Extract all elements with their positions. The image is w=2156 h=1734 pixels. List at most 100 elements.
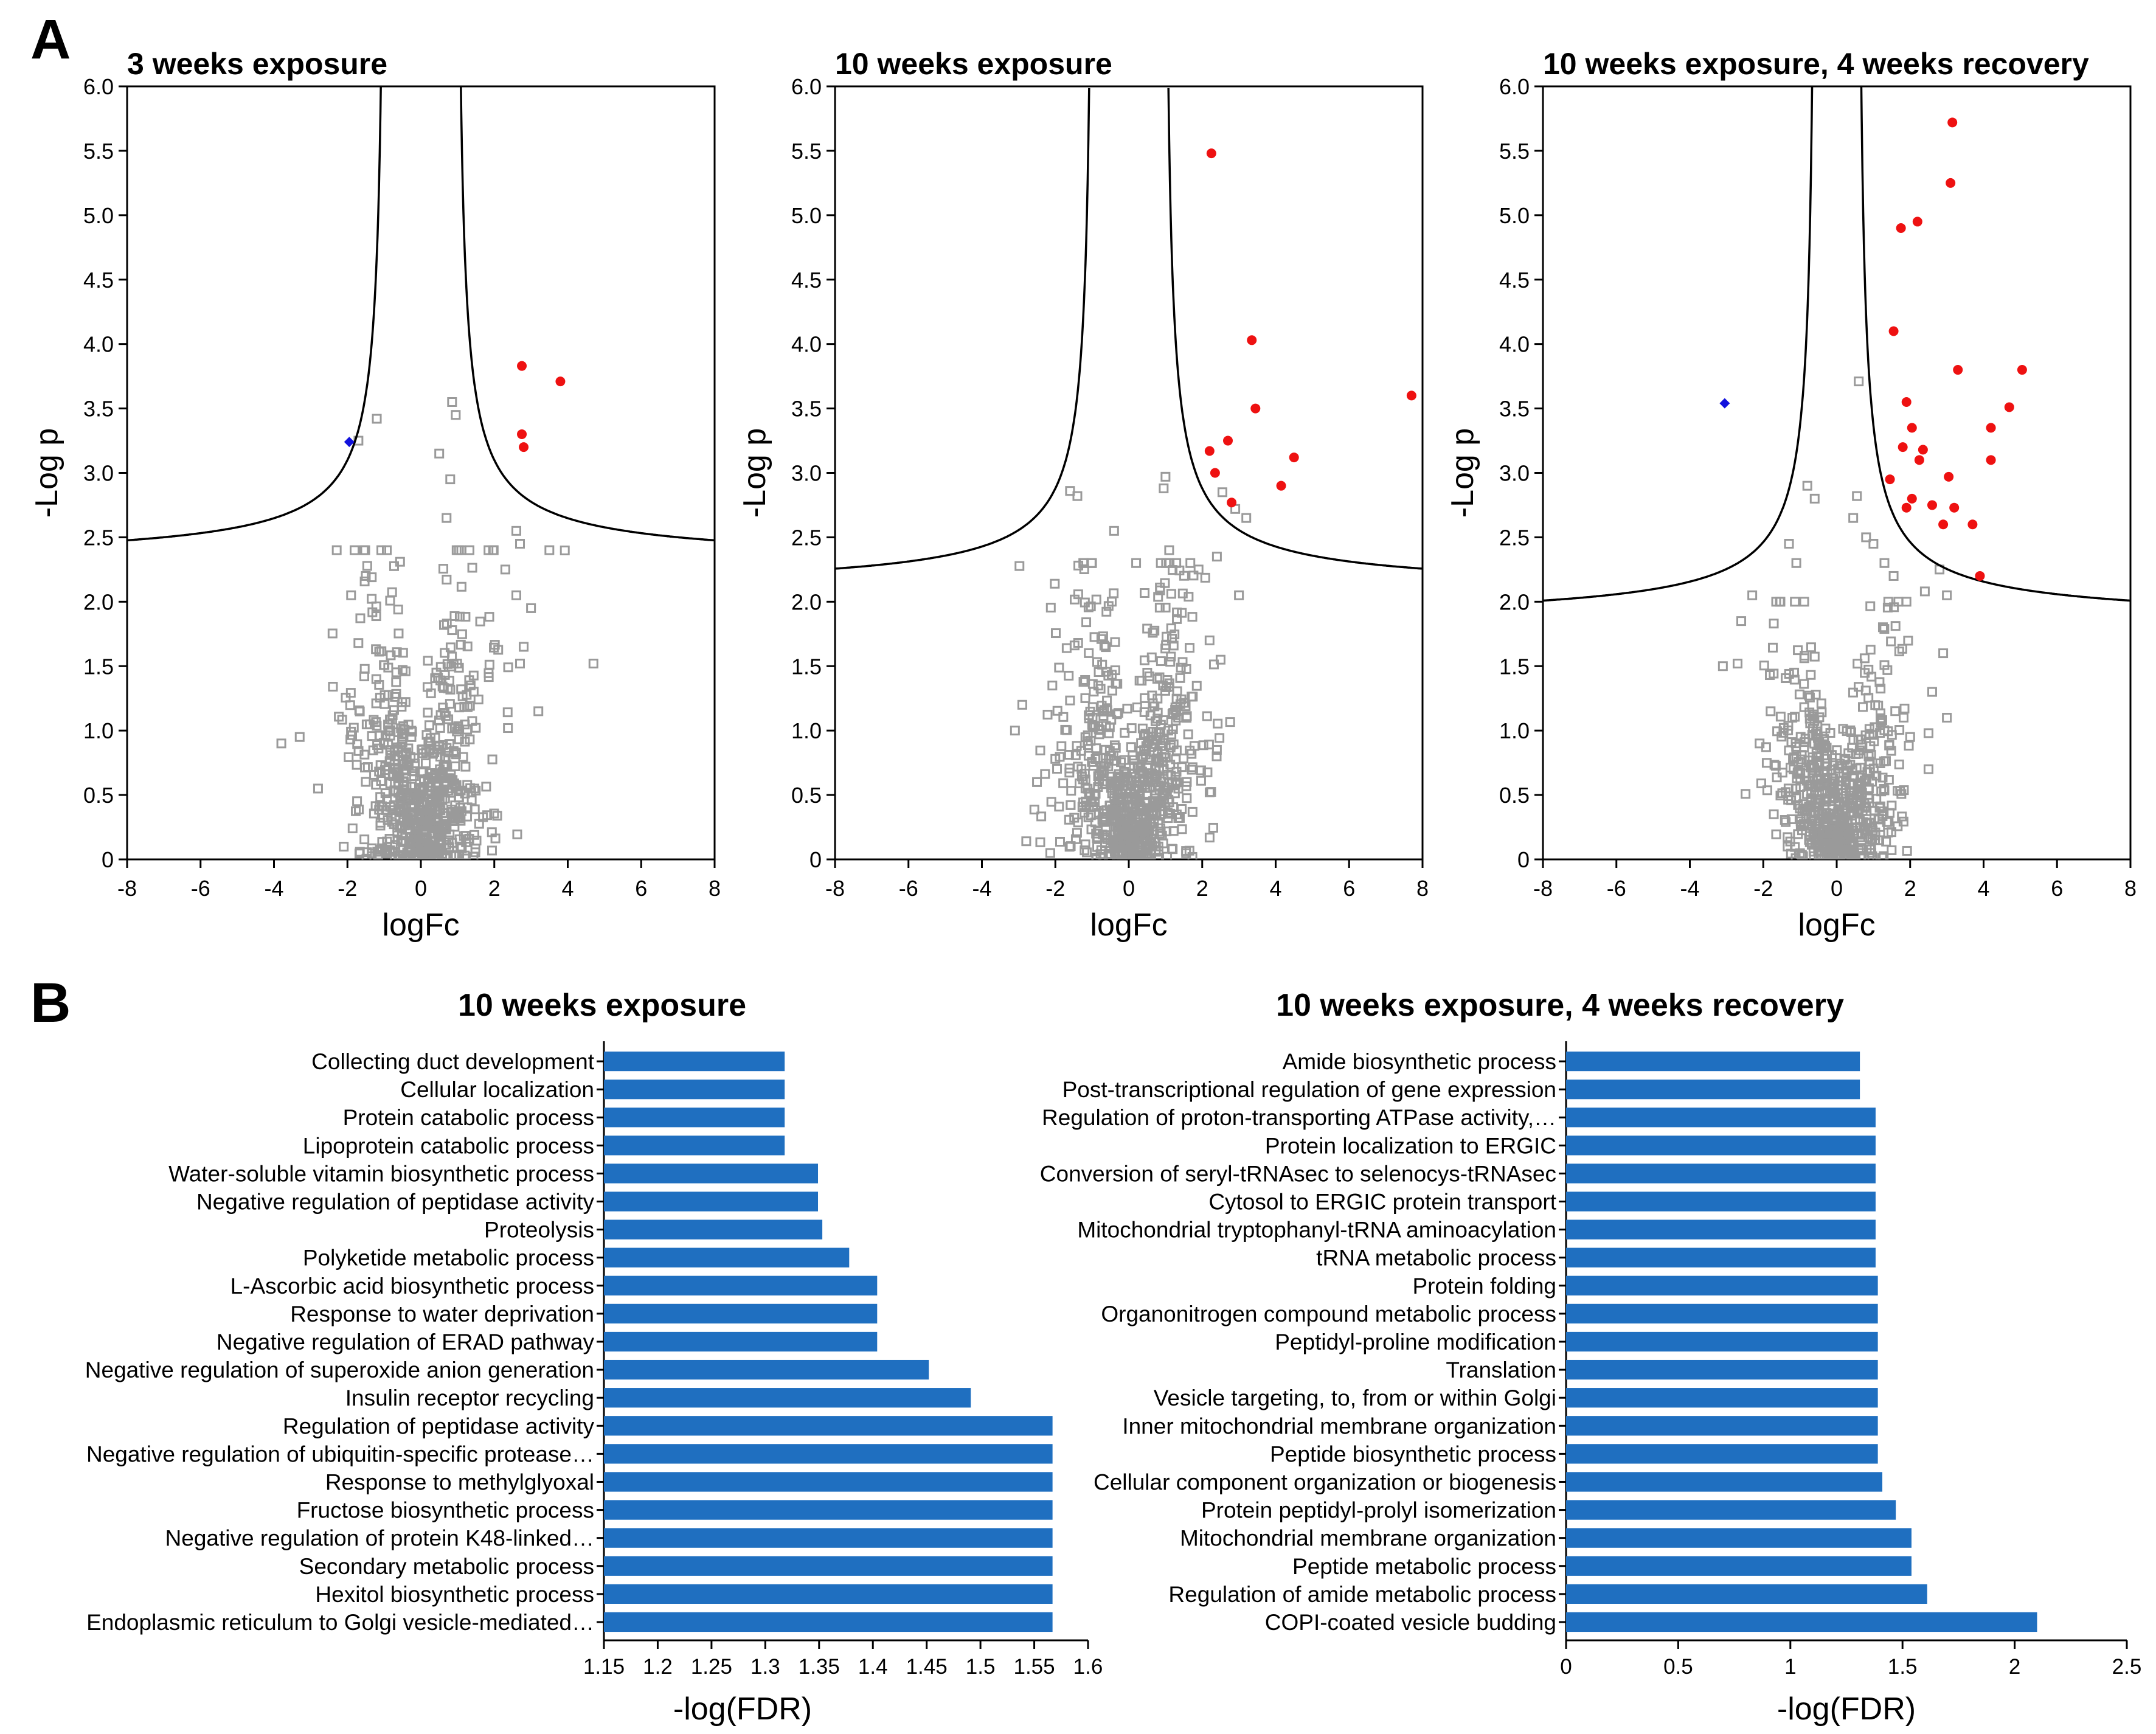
nonsig-point (1816, 698, 1826, 709)
nonsig-point (1893, 821, 1903, 831)
nonsig-point (1104, 728, 1114, 738)
nonsig-point (462, 690, 472, 700)
nonsig-point (400, 697, 411, 707)
nonsig-point (451, 410, 461, 420)
nonsig-point (1864, 853, 1874, 859)
nonsig-point (385, 755, 395, 765)
nonsig-point (1202, 767, 1213, 777)
nonsig-point (1775, 597, 1785, 607)
y-tick-label: 3.0 (83, 461, 114, 486)
nonsig-point (1799, 597, 1809, 607)
nonsig-point (1160, 578, 1170, 588)
bar (604, 1275, 878, 1295)
nonsig-point (1786, 795, 1797, 805)
nonsig-point (1158, 838, 1168, 848)
nonsig-point (1156, 741, 1166, 751)
nonsig-point (452, 726, 462, 737)
nonsig-point (276, 738, 286, 749)
nonsig-point (460, 612, 471, 622)
nonsig-point (445, 474, 456, 485)
nonsig-point (1781, 817, 1791, 827)
nonsig-point (1806, 797, 1817, 807)
nonsig-point (1091, 743, 1101, 754)
x-axis-label: logFc (1090, 907, 1167, 943)
bar-chart-1: 10 weeks exposure Collecting duct develop… (85, 988, 1103, 1727)
nonsig-point (1785, 836, 1795, 847)
bar (1566, 1219, 1876, 1240)
nonsig-point (1064, 814, 1074, 825)
nonsig-point (1154, 785, 1165, 796)
category-label: Cellular localization (400, 1077, 594, 1102)
nonsig-point (1868, 829, 1878, 839)
nonsig-point (1772, 772, 1782, 783)
nonsig-point (1109, 588, 1119, 598)
nonsig-point (1056, 741, 1067, 751)
significant-down-point (1719, 398, 1730, 409)
nonsig-point (1804, 690, 1814, 701)
nonsig-point (1827, 850, 1837, 859)
category-label: Peptidyl-proline modification (1275, 1330, 1556, 1354)
nonsig-point (1177, 588, 1188, 598)
nonsig-point (1149, 701, 1160, 712)
nonsig-point (1086, 824, 1097, 834)
y-tick-label: 0 (1517, 847, 1530, 872)
plot-data (127, 86, 715, 859)
nonsig-point (468, 670, 479, 681)
nonsig-point (400, 765, 410, 775)
nonsig-point (1177, 608, 1187, 618)
significant-up-point (1406, 390, 1416, 401)
nonsig-point (1081, 800, 1092, 811)
category-label: COPI-coated vesicle budding (1265, 1610, 1556, 1635)
nonsig-point (1854, 807, 1864, 817)
nonsig-point (475, 616, 485, 626)
nonsig-point (1881, 756, 1891, 766)
nonsig-point (1942, 590, 1952, 600)
nonsig-point (1080, 675, 1090, 685)
y-tick-label: 2.5 (1499, 525, 1530, 550)
nonsig-point (372, 414, 382, 424)
nonsig-point (1135, 765, 1145, 775)
nonsig-point (1767, 642, 1778, 653)
nonsig-point (408, 788, 418, 798)
nonsig-point (1193, 564, 1204, 575)
y-tick-label: 3.5 (791, 397, 822, 421)
threshold-curve-left (835, 88, 1090, 570)
nonsig-point (1875, 758, 1885, 769)
nonsig-point (1173, 712, 1184, 723)
nonsig-point (352, 760, 362, 770)
nonsig-point (1045, 603, 1056, 613)
nonsig-point (1848, 513, 1859, 523)
y-axis-label: -Log p (1445, 428, 1480, 518)
x-tick-label: 0 (1831, 876, 1843, 901)
nonsig-point (1200, 572, 1210, 583)
x-tick-label: 1.25 (691, 1655, 732, 1679)
nonsig-point (460, 850, 470, 859)
nonsig-point (1177, 762, 1187, 772)
nonsig-point (1080, 845, 1090, 856)
nonsig-point (1866, 823, 1876, 833)
nonsig-point (359, 576, 370, 586)
nonsig-point (385, 714, 395, 724)
nonsig-point (1084, 710, 1094, 721)
nonsig-point (500, 564, 510, 575)
nonsig-point (1718, 661, 1728, 671)
bar (604, 1444, 1053, 1464)
nonsig-point (1052, 706, 1062, 716)
nonsig-point (1052, 764, 1062, 774)
nonsig-point (1805, 779, 1815, 789)
nonsig-point (1111, 679, 1121, 689)
y-tick-label: 6.0 (83, 74, 114, 99)
nonsig-point (348, 723, 359, 733)
nonsig-point (526, 603, 536, 613)
nonsig-point (1171, 754, 1181, 765)
nonsig-point (1204, 787, 1215, 797)
volcano-title: 10 weeks exposure, 4 weeks recovery (1543, 47, 2089, 81)
nonsig-point (1901, 597, 1912, 607)
bar-chart-title: 10 weeks exposure, 4 weeks recovery (1276, 988, 1844, 1023)
nonsig-point (462, 811, 473, 822)
nonsig-point (1086, 735, 1096, 746)
nonsig-point (1825, 826, 1835, 836)
nonsig-point (1137, 676, 1147, 686)
nonsig-point (1078, 677, 1089, 687)
nonsig-point (1759, 661, 1769, 671)
